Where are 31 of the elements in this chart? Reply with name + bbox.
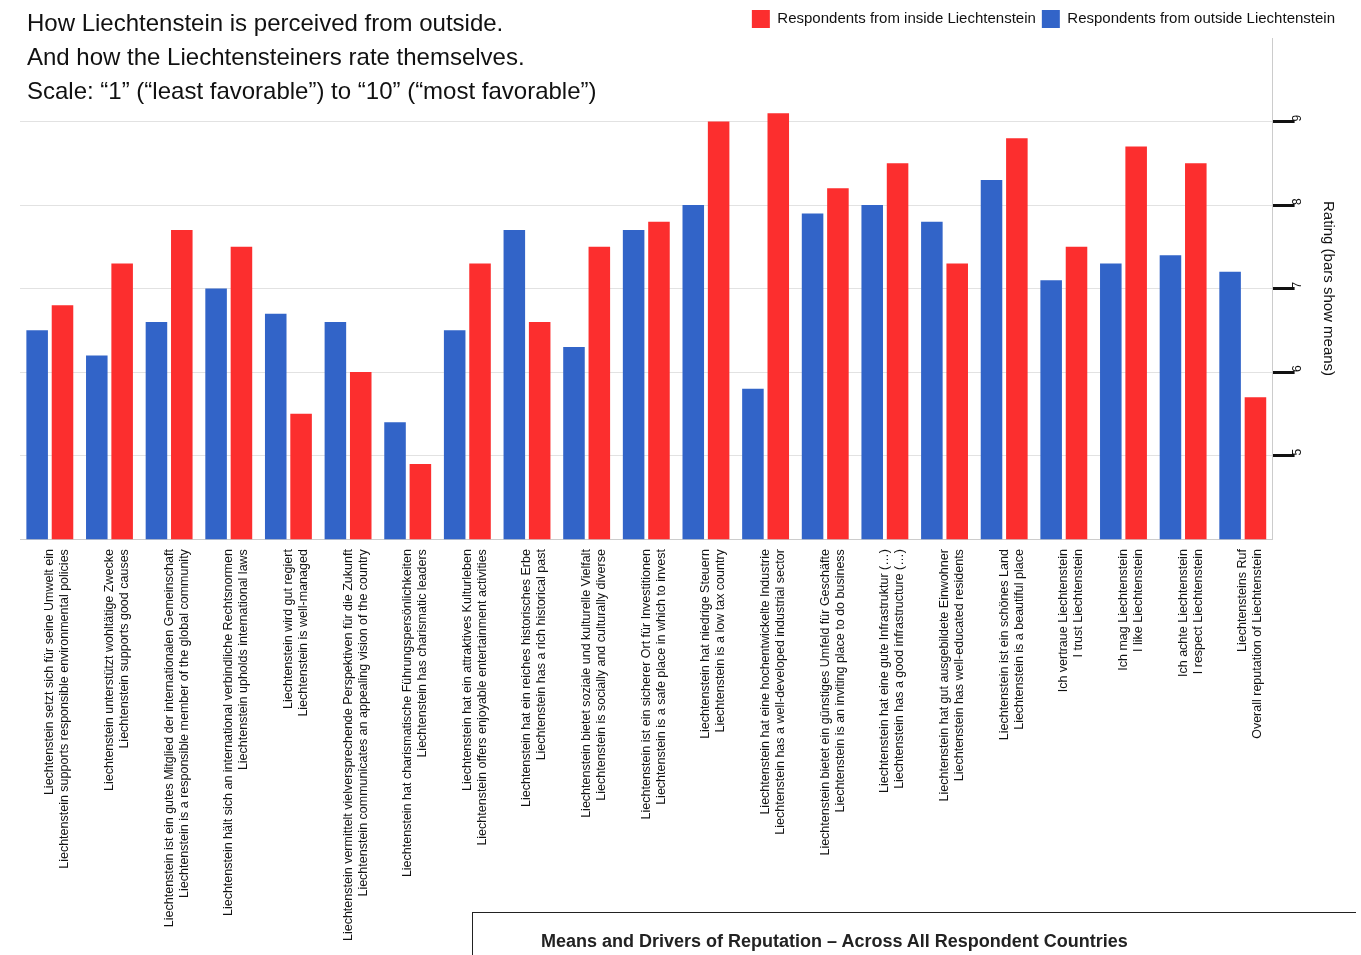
x-tick-label: Liechtenstein hält sich an international verbindliche Rechtsnormen Liechtenstein upholds international laws bbox=[221, 549, 251, 917]
text: And how the Liechtensteiners rate themselves. bbox=[27, 43, 525, 70]
x-tick-label: Liechtenstein bietet ein günstiges Umfeld für Geschäfte Liechtenstein is an inviting place to do business bbox=[817, 549, 847, 856]
text: Scale: “1” (“least favorable”) to “10” (“most favorable”) bbox=[27, 77, 597, 104]
x-tick-label: Liechtenstein hat ein attraktives Kulturleben Liechtenstein offers enjoyable entertainment activities bbox=[459, 549, 489, 846]
y-tick-label: 6 bbox=[1289, 365, 1304, 373]
x-tick-label: Liechtenstein ist ein gutes Mitglied der internationalen Gemeinschaft Liechtenstein is a responsible member of the global community bbox=[161, 548, 191, 928]
legend-label: Respondents from outside Liechtenstein bbox=[1067, 9, 1336, 27]
x-tick-label: Ich mag Liechtenstein I like Liechtenstein bbox=[1115, 549, 1145, 671]
y-axis-title: Rating (bars show means) bbox=[1320, 201, 1338, 377]
text: How Liechtenstein is perceived from outside. bbox=[27, 9, 504, 36]
y-tick-label: 9 bbox=[1289, 114, 1304, 122]
x-tick-label: Liechtenstein hat niedrige Steuern Liechtenstein is a low tax country bbox=[698, 548, 728, 739]
x-tick-label: Liechtenstein hat gut ausgebildete Einwohner Liechtenstein has well-educated residents bbox=[936, 549, 966, 802]
x-tick-label: Liechtenstein hat eine hochentwickelte Industrie Liechtenstein has a well-developed industrial sector bbox=[758, 549, 788, 835]
x-tick-label: Liechtenstein vermittelt vielversprechende Perspektiven für die Zukunft Liechtenstein communicates an appealing vision of the country bbox=[340, 548, 370, 942]
x-tick-label: Liechtenstein hat charismatische Führungspersönlichkeiten Liechtenstein has charismatic leaders bbox=[400, 549, 430, 878]
x-tick-label: Liechtenstein bietet soziale und kulturelle Vielfalt Liechtenstein is socially and culturally diverse bbox=[579, 548, 609, 818]
text: Means and Drivers of Reputation – Across All Respondent Countries bbox=[541, 931, 1129, 952]
x-tick-label: Liechtenstein ist ein sicherer Ort für Investitionen Liechtenstein is a safe place in which to invest bbox=[638, 548, 668, 820]
x-tick-label: Ich achte Liechtenstein I respect Liechtenstein bbox=[1175, 549, 1205, 678]
y-tick-label: 8 bbox=[1289, 198, 1304, 206]
x-tick-label: Liechtenstein ist ein schönes Land Liechtenstein is a beautiful place bbox=[996, 549, 1026, 741]
x-tick-label: Liechtenstein wird gut regiert Liechtenstein is well-managed bbox=[280, 548, 310, 717]
x-tick-label: Liechtenstein hat ein reiches historisches Erbe Liechtenstein has a rich historical past bbox=[519, 548, 549, 807]
x-tick-label: Liechtensteins Ruf Overall reputation of Liechtenstein bbox=[1235, 548, 1265, 739]
x-tick-label: Liechtenstein hat eine gute Infrastruktur (…) Liechtenstein has a good infrastructure (…) bbox=[877, 549, 907, 794]
x-tick-label: Liechtenstein setzt sich für seine Umwelt ein Liechtenstein supports responsible environmental policies bbox=[42, 549, 72, 869]
x-tick-label: Ich vertraue Liechtenstein I trust Liechtenstein bbox=[1056, 549, 1086, 693]
x-tick-label: Liechtenstein unterstützt wohltätige Zwecke Liechtenstein supports good causes bbox=[101, 549, 131, 791]
legend-label: Respondents from inside Liechtenstein bbox=[777, 9, 1036, 27]
